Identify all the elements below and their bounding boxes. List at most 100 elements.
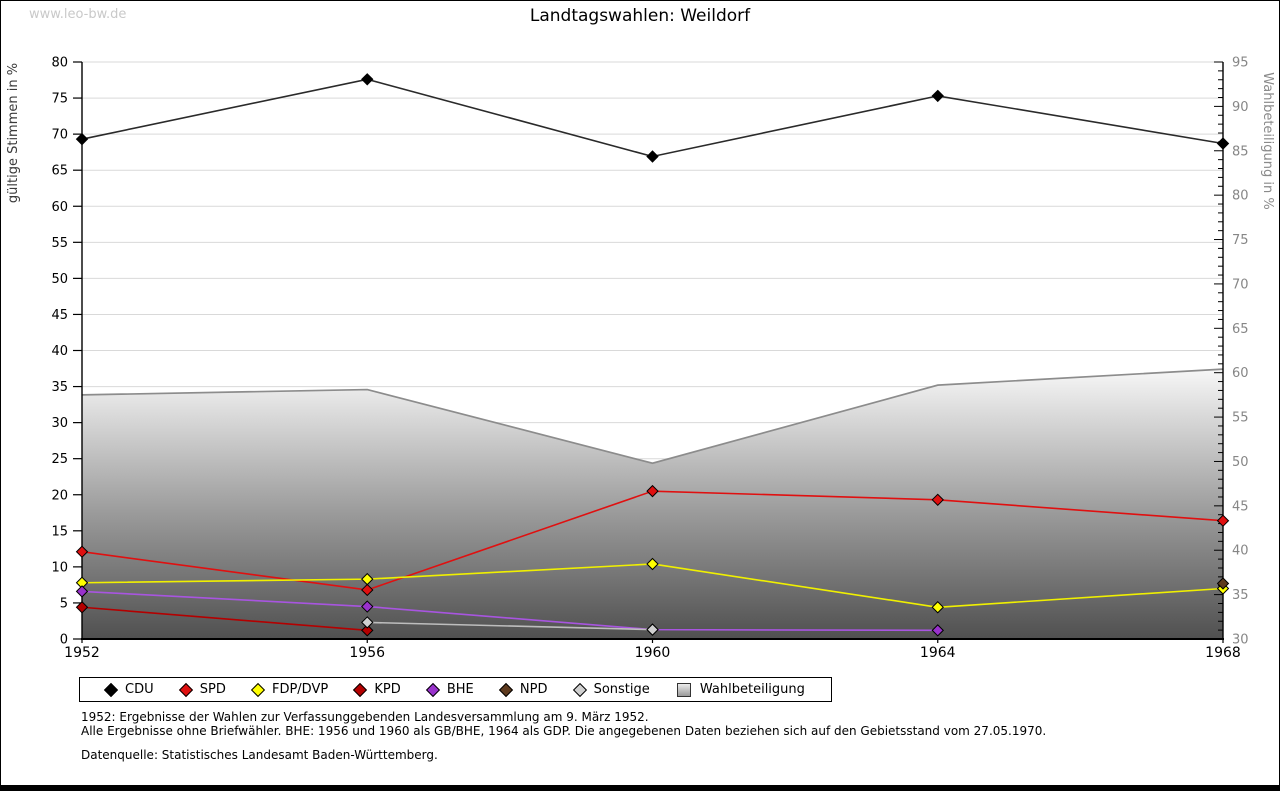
svg-text:75: 75: [51, 92, 68, 107]
svg-text:50: 50: [1232, 455, 1249, 470]
svg-text:95: 95: [1232, 56, 1249, 71]
svg-text:35: 35: [1232, 588, 1249, 603]
svg-text:0: 0: [60, 633, 68, 648]
marker-spd: [1216, 514, 1230, 527]
marker-bhe: [75, 585, 89, 598]
svg-text:1968: 1968: [1205, 645, 1241, 661]
marker-fdp-dvp: [931, 601, 944, 614]
legend-label: CDU: [125, 682, 154, 697]
footnote-datasource: Datenquelle: Statistisches Landesamt Bad…: [81, 748, 438, 762]
marker-cdu: [1216, 137, 1230, 150]
marker-bhe: [931, 624, 944, 637]
legend-label: SPD: [199, 682, 226, 697]
svg-text:45: 45: [51, 308, 68, 323]
svg-text:80: 80: [1232, 189, 1249, 204]
svg-text:15: 15: [51, 524, 68, 539]
right-axis-title: Wahlbeteiligung in %: [1260, 72, 1275, 209]
svg-text:50: 50: [51, 272, 68, 287]
svg-text:65: 65: [1232, 322, 1249, 337]
legend-item-sonstige: Sonstige: [572, 682, 650, 697]
svg-text:30: 30: [51, 416, 68, 431]
participation-edge: [81, 368, 1224, 465]
series-kpd: [75, 601, 374, 637]
svg-text:20: 20: [51, 488, 68, 503]
svg-text:30: 30: [1232, 633, 1249, 648]
marker-fdp-dvp: [361, 572, 374, 586]
marker-cdu: [931, 89, 944, 103]
svg-text:10: 10: [51, 560, 68, 575]
series-bhe: [75, 585, 944, 637]
legend-area-swatch-icon: [676, 682, 691, 697]
series-cdu: [75, 73, 1230, 163]
left-axis-title: gültige Stimmen in %: [6, 63, 21, 203]
marker-spd: [361, 583, 374, 597]
footnotes: 1952: Ergebnisse der Wahlen zur Verfassu…: [81, 710, 1047, 763]
marker-cdu: [361, 73, 374, 86]
right-axis-ticks: 30 35 40 45 50 55 60 65 70 75 80 85 90 95: [1214, 56, 1249, 648]
svg-text:65: 65: [51, 164, 68, 179]
svg-text:70: 70: [51, 128, 68, 143]
marker-spd: [931, 493, 944, 507]
svg-text:1964: 1964: [920, 645, 956, 661]
chart-legend: CDU SPD FDP/DVP KPD BHE NPD Sonstige Wahlbeteil…: [79, 677, 832, 702]
svg-text:60: 60: [1232, 366, 1249, 381]
marker-spd: [646, 484, 659, 498]
legend-diamond-icon: [353, 682, 368, 697]
legend-diamond-icon: [572, 682, 587, 697]
svg-text:25: 25: [51, 452, 68, 467]
svg-text:40: 40: [1232, 544, 1249, 559]
svg-text:55: 55: [51, 236, 68, 251]
x-axis-ticks: 1952 1956 1960 1964 1968: [64, 639, 1241, 661]
site-watermark: www.leo-bw.de: [29, 7, 127, 22]
marker-fdp-dvp: [646, 557, 659, 571]
marker-sonstige: [361, 616, 374, 629]
legend-diamond-icon: [103, 682, 119, 697]
legend-label: BHE: [446, 682, 474, 697]
svg-text:55: 55: [1232, 411, 1249, 426]
svg-text:1952: 1952: [64, 645, 100, 661]
legend-label: FDP/DVP: [271, 682, 329, 697]
legend-item-wahlbeteiligung: Wahlbeteiligung: [676, 682, 805, 697]
legend-item-kpd: KPD: [353, 682, 401, 697]
legend-item-fdp-dvp: FDP/DVP: [250, 682, 329, 697]
marker-cdu: [75, 132, 89, 146]
participation-area: [82, 369, 1223, 639]
series-npd: [1216, 577, 1230, 590]
legend-diamond-icon: [250, 682, 266, 697]
chart-canvas: 0 5 10 15 20 25 30 35 40 45 50 55 60 65 70 75 80 30 35 40 45…: [6, 56, 1275, 662]
legend-item-npd: NPD: [498, 682, 548, 697]
svg-text:90: 90: [1232, 100, 1249, 115]
footnote-1952: 1952: Ergebnisse der Wahlen zur Verfassu…: [81, 710, 649, 724]
svg-text:80: 80: [51, 56, 68, 71]
legend-diamond-icon: [498, 682, 513, 697]
marker-kpd: [361, 624, 374, 637]
legend-label: Sonstige: [593, 682, 650, 697]
legend-label: NPD: [519, 682, 548, 697]
svg-text:1960: 1960: [635, 645, 671, 661]
svg-text:40: 40: [51, 344, 68, 359]
svg-text:85: 85: [1232, 144, 1249, 159]
footnote-methodology: Alle Ergebnisse ohne Briefwähler. BHE: 1…: [81, 723, 1047, 738]
legend-item-bhe: BHE: [425, 682, 474, 697]
svg-text:70: 70: [1232, 277, 1249, 292]
marker-kpd: [75, 601, 89, 614]
series-sonstige: [361, 616, 659, 636]
legend-label: Wahlbeteiligung: [699, 682, 805, 697]
legend-diamond-icon: [425, 682, 440, 697]
svg-text:1956: 1956: [349, 645, 385, 661]
svg-text:5: 5: [60, 596, 68, 611]
svg-text:45: 45: [1232, 499, 1249, 514]
marker-sonstige: [646, 623, 659, 636]
series-spd: [75, 484, 1230, 597]
marker-bhe: [361, 600, 374, 613]
legend-label: KPD: [374, 682, 401, 697]
marker-cdu: [646, 150, 659, 163]
page-title: Landtagswahlen: Weildorf: [529, 6, 751, 26]
marker-npd: [1216, 577, 1230, 590]
legend-item-cdu: CDU: [103, 682, 154, 697]
left-axis-ticks: 0 5 10 15 20 25 30 35 40 45 50 55 60 65 70 75 80: [51, 56, 82, 648]
svg-text:35: 35: [51, 380, 68, 395]
legend-diamond-icon: [178, 682, 193, 697]
legend-item-spd: SPD: [178, 682, 226, 697]
svg-text:75: 75: [1232, 233, 1249, 248]
